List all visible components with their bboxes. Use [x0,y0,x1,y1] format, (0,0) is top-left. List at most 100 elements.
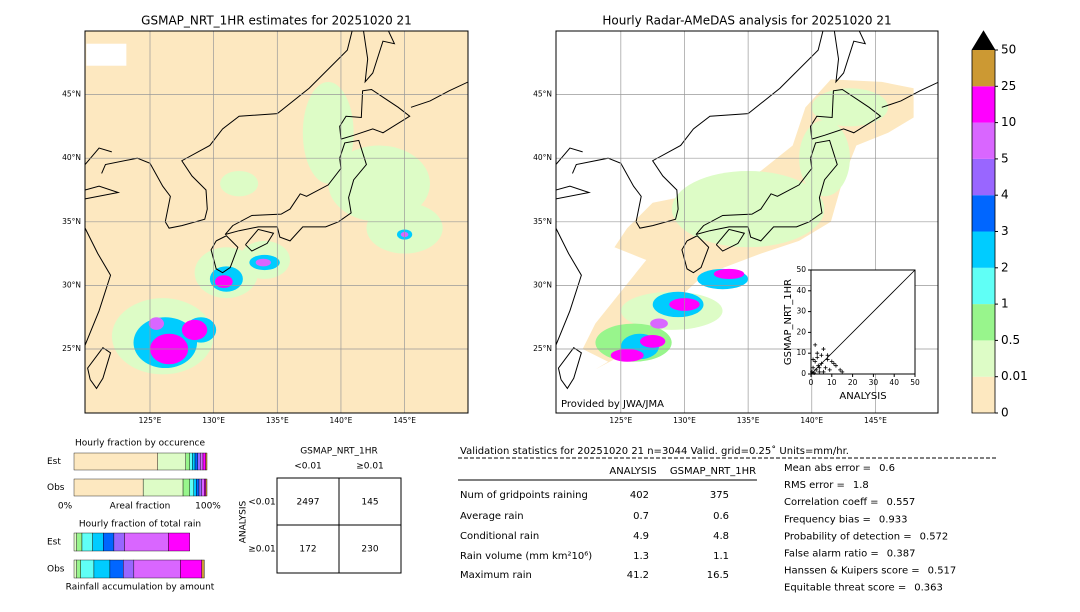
coastline [85,185,121,200]
score: Equitable threat score = 0.363 [784,583,943,594]
lon-tick-label: 145°E [393,416,416,425]
map-title: GSMAP_NRT_1HR estimates for 20251020 21 [141,14,412,28]
coastline [557,347,582,390]
score-label: Frequency bias = [784,514,871,525]
col-label: <0.01 [294,462,322,472]
coastline [556,185,591,200]
coastline [571,31,824,229]
fraction-segment [201,559,205,579]
row-label: Obs [47,483,65,493]
x-tick-label: 20 [848,378,858,387]
y-tick-label: 40 [796,286,806,295]
colorbar-extend [972,31,995,50]
scatter-point [821,347,826,352]
coastline [556,227,582,346]
fraction-segment [198,478,202,497]
map-frame [555,30,939,414]
fraction-segment [157,452,186,471]
x-tick-label: 40 [889,378,899,387]
lon-tick-label: 130°E [202,416,225,425]
stats-label: Conditional rain [460,531,539,542]
fraction-segment [205,478,208,497]
lat-tick-label: 25°N [62,344,81,353]
col-label: ≥0.01 [356,462,384,472]
coastline [833,31,867,84]
fraction-segment [196,478,200,497]
scatter-point [838,367,843,372]
fraction-segment [92,532,104,552]
fraction-segment [73,559,77,579]
precip-area [255,258,271,267]
fraction-segment [201,478,205,497]
lat-tick-label: 30°N [62,280,81,289]
colorbar-label: 5 [1001,151,1009,165]
fraction-segment [80,559,95,579]
scatter-point [817,369,822,374]
coastline [556,147,583,165]
x-tick-label: 0 [809,378,814,387]
fraction-segment [193,478,197,497]
y-tick-label: 10 [796,348,806,357]
score: RMS error = 1.8 [784,480,869,491]
score-value: 0.572 [920,531,949,542]
colorbar-segment [972,340,995,377]
map-title: Hourly Radar-AMeDAS analysis for 2025102… [602,14,891,28]
y-tick-label: 0 [801,369,806,378]
scatter-point [814,367,819,372]
fraction-segment [142,478,184,497]
precip-area [328,145,430,222]
y-axis-label: GSMAP_NRT_1HR [783,279,794,365]
fraction-segment [81,532,93,552]
table-title: GSMAP_NRT_1HR [300,447,378,457]
table-cell: 230 [361,545,378,555]
coastline [363,31,396,84]
coastline [85,147,112,165]
stats-label: Average rain [460,511,524,522]
scatter-point [831,361,836,366]
panel-title: Hourly fraction by occurence [75,439,205,449]
x-tick-label: 10 [827,378,837,387]
stats-label: Rain volume (mm km²10⁶) [460,551,592,562]
credit: Provided by JWA/JMA [561,399,664,410]
stats-value: 402 [630,490,649,501]
lat-tick-label: 25°N [533,344,552,353]
score-label: Probability of detection = [784,531,912,542]
score-value: 0.363 [914,583,943,594]
row-label: Est [47,538,61,548]
score-value: 0.517 [928,566,957,577]
scatter-point [827,367,832,372]
coastline [87,347,112,390]
colorbar-label: 0 [1001,406,1009,420]
fraction-segment [197,452,201,471]
stats-value: 41.2 [627,570,649,581]
scatter-point [813,342,818,347]
scatter-point [811,365,816,370]
lat-tick-label: 45°N [62,90,81,99]
coastline [101,31,353,229]
colorbar-label: 1 [1001,297,1009,311]
fraction-segment [93,559,111,579]
stats-header: ANALYSIS [609,466,656,477]
scatter-point [816,363,821,368]
fraction-segment [185,452,190,471]
precip-area [214,275,233,288]
fraction-segment [168,532,190,552]
coastline [245,228,275,252]
coastline [339,88,411,140]
colorbar-label: 25 [1001,79,1016,93]
colorbar-segment [972,231,995,268]
fraction-segment [73,532,77,552]
score: Correlation coeff = 0.557 [784,497,915,508]
scatter-point [825,353,830,358]
scatter-point [812,370,817,375]
lon-tick-label: 145°E [864,416,887,425]
table-cell: 2497 [297,498,320,508]
score: Mean abs error = 0.6 [784,463,895,474]
x-label: 0% [58,502,73,512]
fraction-segment [103,532,115,552]
map-frame [84,30,469,414]
scatter-point [819,353,824,358]
scatter-point [810,369,815,374]
x-tick-label: 30 [869,378,879,387]
colorbar-segment [972,195,995,232]
